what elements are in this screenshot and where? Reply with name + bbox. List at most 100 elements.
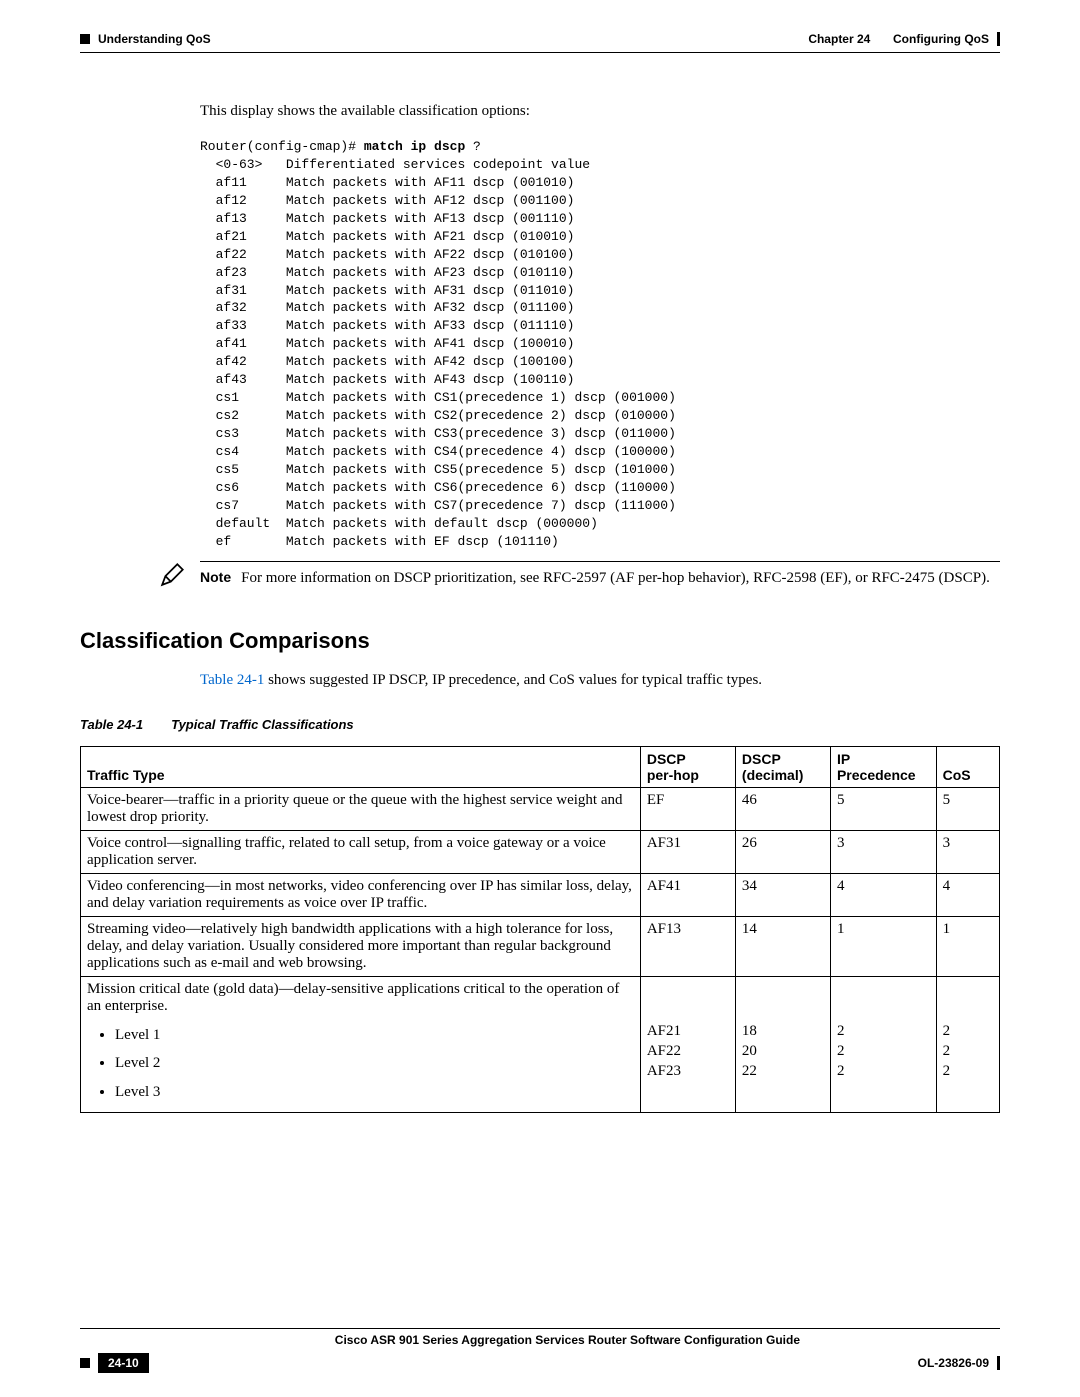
th-cos: CoS bbox=[936, 746, 999, 787]
table-row: Voice control—signalling traffic, relate… bbox=[81, 830, 1000, 873]
cli-line: cs3 Match packets with CS3(precedence 3)… bbox=[200, 426, 676, 441]
cli-line: af42 Match packets with AF42 dscp (10010… bbox=[200, 354, 574, 369]
cli-line: af21 Match packets with AF21 dscp (01001… bbox=[200, 229, 574, 244]
th-traffic-type: Traffic Type bbox=[81, 746, 641, 787]
page-number-badge: 24-10 bbox=[98, 1353, 149, 1373]
table-row-mission: Mission critical date (gold data)—delay-… bbox=[81, 976, 1000, 1113]
cell-dh: AF41 bbox=[640, 873, 735, 916]
cell-dd: 26 bbox=[735, 830, 830, 873]
cli-line: cs5 Match packets with CS5(precedence 5)… bbox=[200, 462, 676, 477]
intro-text: This display shows the available classif… bbox=[200, 103, 1000, 120]
header-chapter: Chapter 24 bbox=[808, 32, 870, 46]
header-rule bbox=[80, 52, 1000, 53]
footer-bar-icon bbox=[997, 1356, 1000, 1370]
cell-tt: Voice control—signalling traffic, relate… bbox=[81, 830, 641, 873]
th-tt-label: Traffic Type bbox=[87, 767, 165, 783]
cli-line: af12 Match packets with AF12 dscp (00110… bbox=[200, 193, 574, 208]
table-header-row: Traffic Type DSCPper-hop DSCP(decimal) I… bbox=[81, 746, 1000, 787]
mission-intro: Mission critical date (gold data)—delay-… bbox=[87, 981, 634, 1015]
footer-title: Cisco ASR 901 Series Aggregation Service… bbox=[80, 1333, 800, 1347]
list-item: Level 3 bbox=[115, 1078, 634, 1107]
cli-line: af32 Match packets with AF32 dscp (01110… bbox=[200, 300, 574, 315]
cell-dh: AF21 AF22 AF23 bbox=[640, 976, 735, 1113]
cli-line: cs6 Match packets with CS6(precedence 6)… bbox=[200, 480, 676, 495]
header-bar-icon bbox=[997, 32, 1000, 46]
th-cos-label: CoS bbox=[943, 767, 971, 783]
cli-line: af31 Match packets with AF31 dscp (01101… bbox=[200, 283, 574, 298]
cli-output: Router(config-cmap)# match ip dscp ? <0-… bbox=[200, 138, 1000, 551]
table-number: Table 24-1 bbox=[80, 717, 143, 732]
note-block: Note For more information on DSCP priorit… bbox=[160, 561, 1000, 592]
th-dd1: DSCP bbox=[742, 751, 824, 767]
th-dh2: per-hop bbox=[647, 767, 699, 783]
cli-line: cs7 Match packets with CS7(precedence 7)… bbox=[200, 498, 676, 513]
cell-ip: 5 bbox=[830, 787, 936, 830]
table-row: Voice-bearer—traffic in a priority queue… bbox=[81, 787, 1000, 830]
cell-cos: 3 bbox=[936, 830, 999, 873]
footer-right: OL-23826-09 bbox=[918, 1356, 1000, 1370]
page-header: Understanding QoS Chapter 24 Configuring… bbox=[80, 32, 1000, 46]
cell-ip: 1 bbox=[830, 916, 936, 976]
cli-prompt: Router(config-cmap)# bbox=[200, 139, 364, 154]
cell-cos: 5 bbox=[936, 787, 999, 830]
cell-ip: 4 bbox=[830, 873, 936, 916]
doc-id: OL-23826-09 bbox=[918, 1356, 989, 1370]
cli-line: af33 Match packets with AF33 dscp (01111… bbox=[200, 318, 574, 333]
cell-ip: 3 bbox=[830, 830, 936, 873]
th-dscp-dec: DSCP(decimal) bbox=[735, 746, 830, 787]
footer-rule bbox=[80, 1328, 1000, 1329]
cli-line: ef Match packets with EF dscp (101110) bbox=[200, 534, 559, 549]
header-square-icon bbox=[80, 34, 90, 44]
note-rule bbox=[200, 561, 1000, 562]
note-text: Note For more information on DSCP priorit… bbox=[200, 568, 1000, 588]
cli-line: default Match packets with default dscp … bbox=[200, 516, 598, 531]
cell-dh: AF31 bbox=[640, 830, 735, 873]
note-label: Note bbox=[200, 569, 231, 585]
note-body-text: For more information on DSCP prioritizat… bbox=[241, 570, 990, 586]
list-item: Level 2 bbox=[115, 1049, 634, 1078]
cell-cos: 1 bbox=[936, 916, 999, 976]
footer-square-icon bbox=[80, 1358, 90, 1368]
page-footer: Cisco ASR 901 Series Aggregation Service… bbox=[80, 1328, 1000, 1373]
cli-line: cs2 Match packets with CS2(precedence 2)… bbox=[200, 408, 676, 423]
level-list: Level 1 Level 2 Level 3 bbox=[101, 1021, 634, 1107]
section-text: Table 24-1 shows suggested IP DSCP, IP p… bbox=[200, 672, 1000, 689]
cli-line: af22 Match packets with AF22 dscp (01010… bbox=[200, 247, 574, 262]
classification-table: Traffic Type DSCPper-hop DSCP(decimal) I… bbox=[80, 746, 1000, 1114]
cell-dh: AF13 bbox=[640, 916, 735, 976]
cli-qmark: ? bbox=[473, 139, 481, 154]
table-ref-link[interactable]: Table 24-1 bbox=[200, 672, 264, 688]
cell-ip-vals: 2 2 2 bbox=[837, 1021, 930, 1082]
cell-ip: 2 2 2 bbox=[830, 976, 936, 1113]
note-pencil-icon bbox=[160, 561, 186, 592]
table-row: Video conferencing—in most networks, vid… bbox=[81, 873, 1000, 916]
cell-tt-mission: Mission critical date (gold data)—delay-… bbox=[81, 976, 641, 1113]
cell-dd: 14 bbox=[735, 916, 830, 976]
cli-line: af43 Match packets with AF43 dscp (10011… bbox=[200, 372, 574, 387]
th-ip2: Precedence bbox=[837, 767, 916, 783]
cell-dd: 46 bbox=[735, 787, 830, 830]
cli-command: match ip dscp bbox=[364, 139, 473, 154]
header-left: Understanding QoS bbox=[80, 32, 211, 46]
table-caption: Table 24-1Typical Traffic Classification… bbox=[80, 717, 1000, 732]
cli-line: cs4 Match packets with CS4(precedence 4)… bbox=[200, 444, 676, 459]
cli-line: <0-63> Differentiated services codepoint… bbox=[200, 157, 590, 172]
cell-dd: 18 20 22 bbox=[735, 976, 830, 1113]
header-title: Configuring QoS bbox=[893, 32, 989, 46]
cell-dd-vals: 18 20 22 bbox=[742, 1021, 824, 1082]
cli-line: af41 Match packets with AF41 dscp (10001… bbox=[200, 336, 574, 351]
th-dh1: DSCP bbox=[647, 751, 729, 767]
cli-line: af11 Match packets with AF11 dscp (00101… bbox=[200, 175, 574, 190]
section-text-post: shows suggested IP DSCP, IP precedence, … bbox=[264, 672, 762, 688]
cell-cos: 2 2 2 bbox=[936, 976, 999, 1113]
header-left-text: Understanding QoS bbox=[98, 32, 211, 46]
list-item: Level 1 bbox=[115, 1021, 634, 1050]
cell-tt: Streaming video—relatively high bandwidt… bbox=[81, 916, 641, 976]
section-heading: Classification Comparisons bbox=[80, 628, 1000, 654]
cell-cos-vals: 2 2 2 bbox=[943, 1021, 993, 1082]
header-right: Chapter 24 Configuring QoS bbox=[808, 32, 1000, 46]
cell-dh-vals: AF21 AF22 AF23 bbox=[647, 1021, 729, 1082]
th-ip1: IP bbox=[837, 751, 930, 767]
cell-tt: Video conferencing—in most networks, vid… bbox=[81, 873, 641, 916]
table-row: Streaming video—relatively high bandwidt… bbox=[81, 916, 1000, 976]
